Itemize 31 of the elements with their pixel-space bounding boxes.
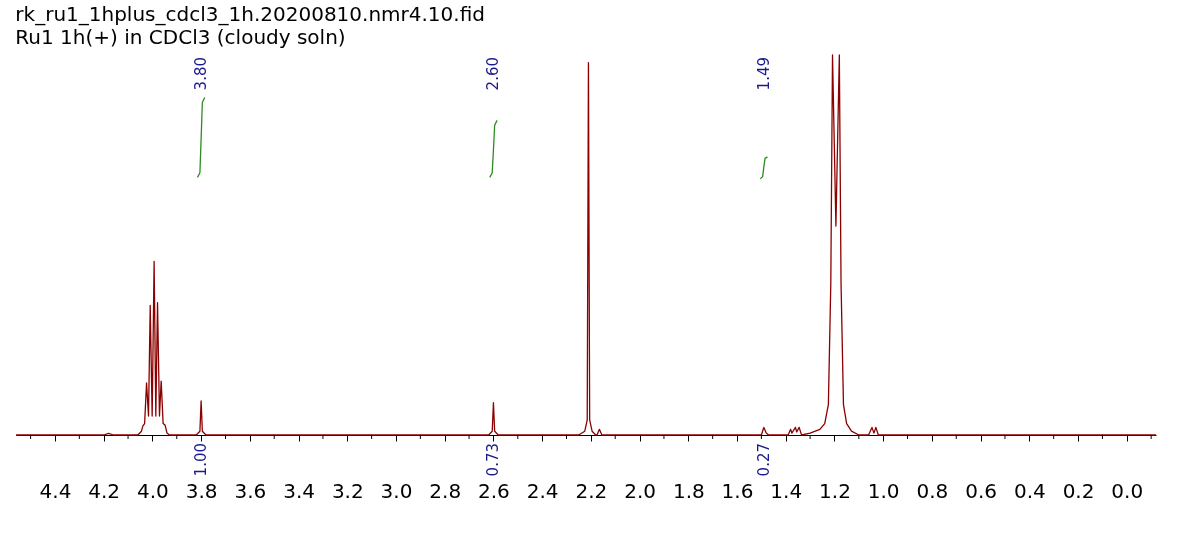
annotation: 1.49 xyxy=(754,57,773,91)
text: 0.27 xyxy=(754,443,773,477)
text: 0.73 xyxy=(484,443,503,477)
x-tick-label: 1.6 xyxy=(721,478,754,503)
x-tick-label: 1.2 xyxy=(819,478,851,503)
x-tick-label: 3.4 xyxy=(283,478,315,503)
x-tick-label: 0.0 xyxy=(1111,478,1144,503)
x-tick-label: 3.8 xyxy=(185,478,218,503)
x-tick-label: 0.4 xyxy=(1013,478,1046,503)
x-tick-label: 0.2 xyxy=(1062,478,1095,503)
x-tick-label: 1.0 xyxy=(867,478,900,503)
x-tick-label: 1.4 xyxy=(770,478,803,503)
x-tick-label: 0.6 xyxy=(965,478,998,503)
annotation: 3.80 xyxy=(192,57,211,91)
text: 1.00 xyxy=(192,443,211,477)
x-tick-label: 4.0 xyxy=(137,478,169,503)
x-tick-label: 2.2 xyxy=(575,478,608,503)
x-tick-label: 3.6 xyxy=(234,478,267,503)
annotation: 2.60 xyxy=(484,57,503,91)
x-tick-label: 4.4 xyxy=(39,478,72,503)
x-tick-label: 2.6 xyxy=(478,478,510,503)
chart-title: rk_ru1_1hplus_cdcl3_1h.20200810.nmr4.10.fid xyxy=(15,2,485,27)
x-tick-label: 0.8 xyxy=(916,478,949,503)
chart-subtitle: Ru1 1h(+) in CDCl3 (cloudy soln) xyxy=(15,25,346,50)
x-tick-label: 2.0 xyxy=(624,478,656,503)
x-tick-label: 4.2 xyxy=(88,478,121,503)
x-tick-label: 3.0 xyxy=(380,478,413,503)
x-tick-label: 2.4 xyxy=(526,478,559,503)
x-tick-label: 2.8 xyxy=(429,478,462,503)
x-tick-label: 3.2 xyxy=(331,478,364,503)
x-tick-label: 1.8 xyxy=(672,478,705,503)
